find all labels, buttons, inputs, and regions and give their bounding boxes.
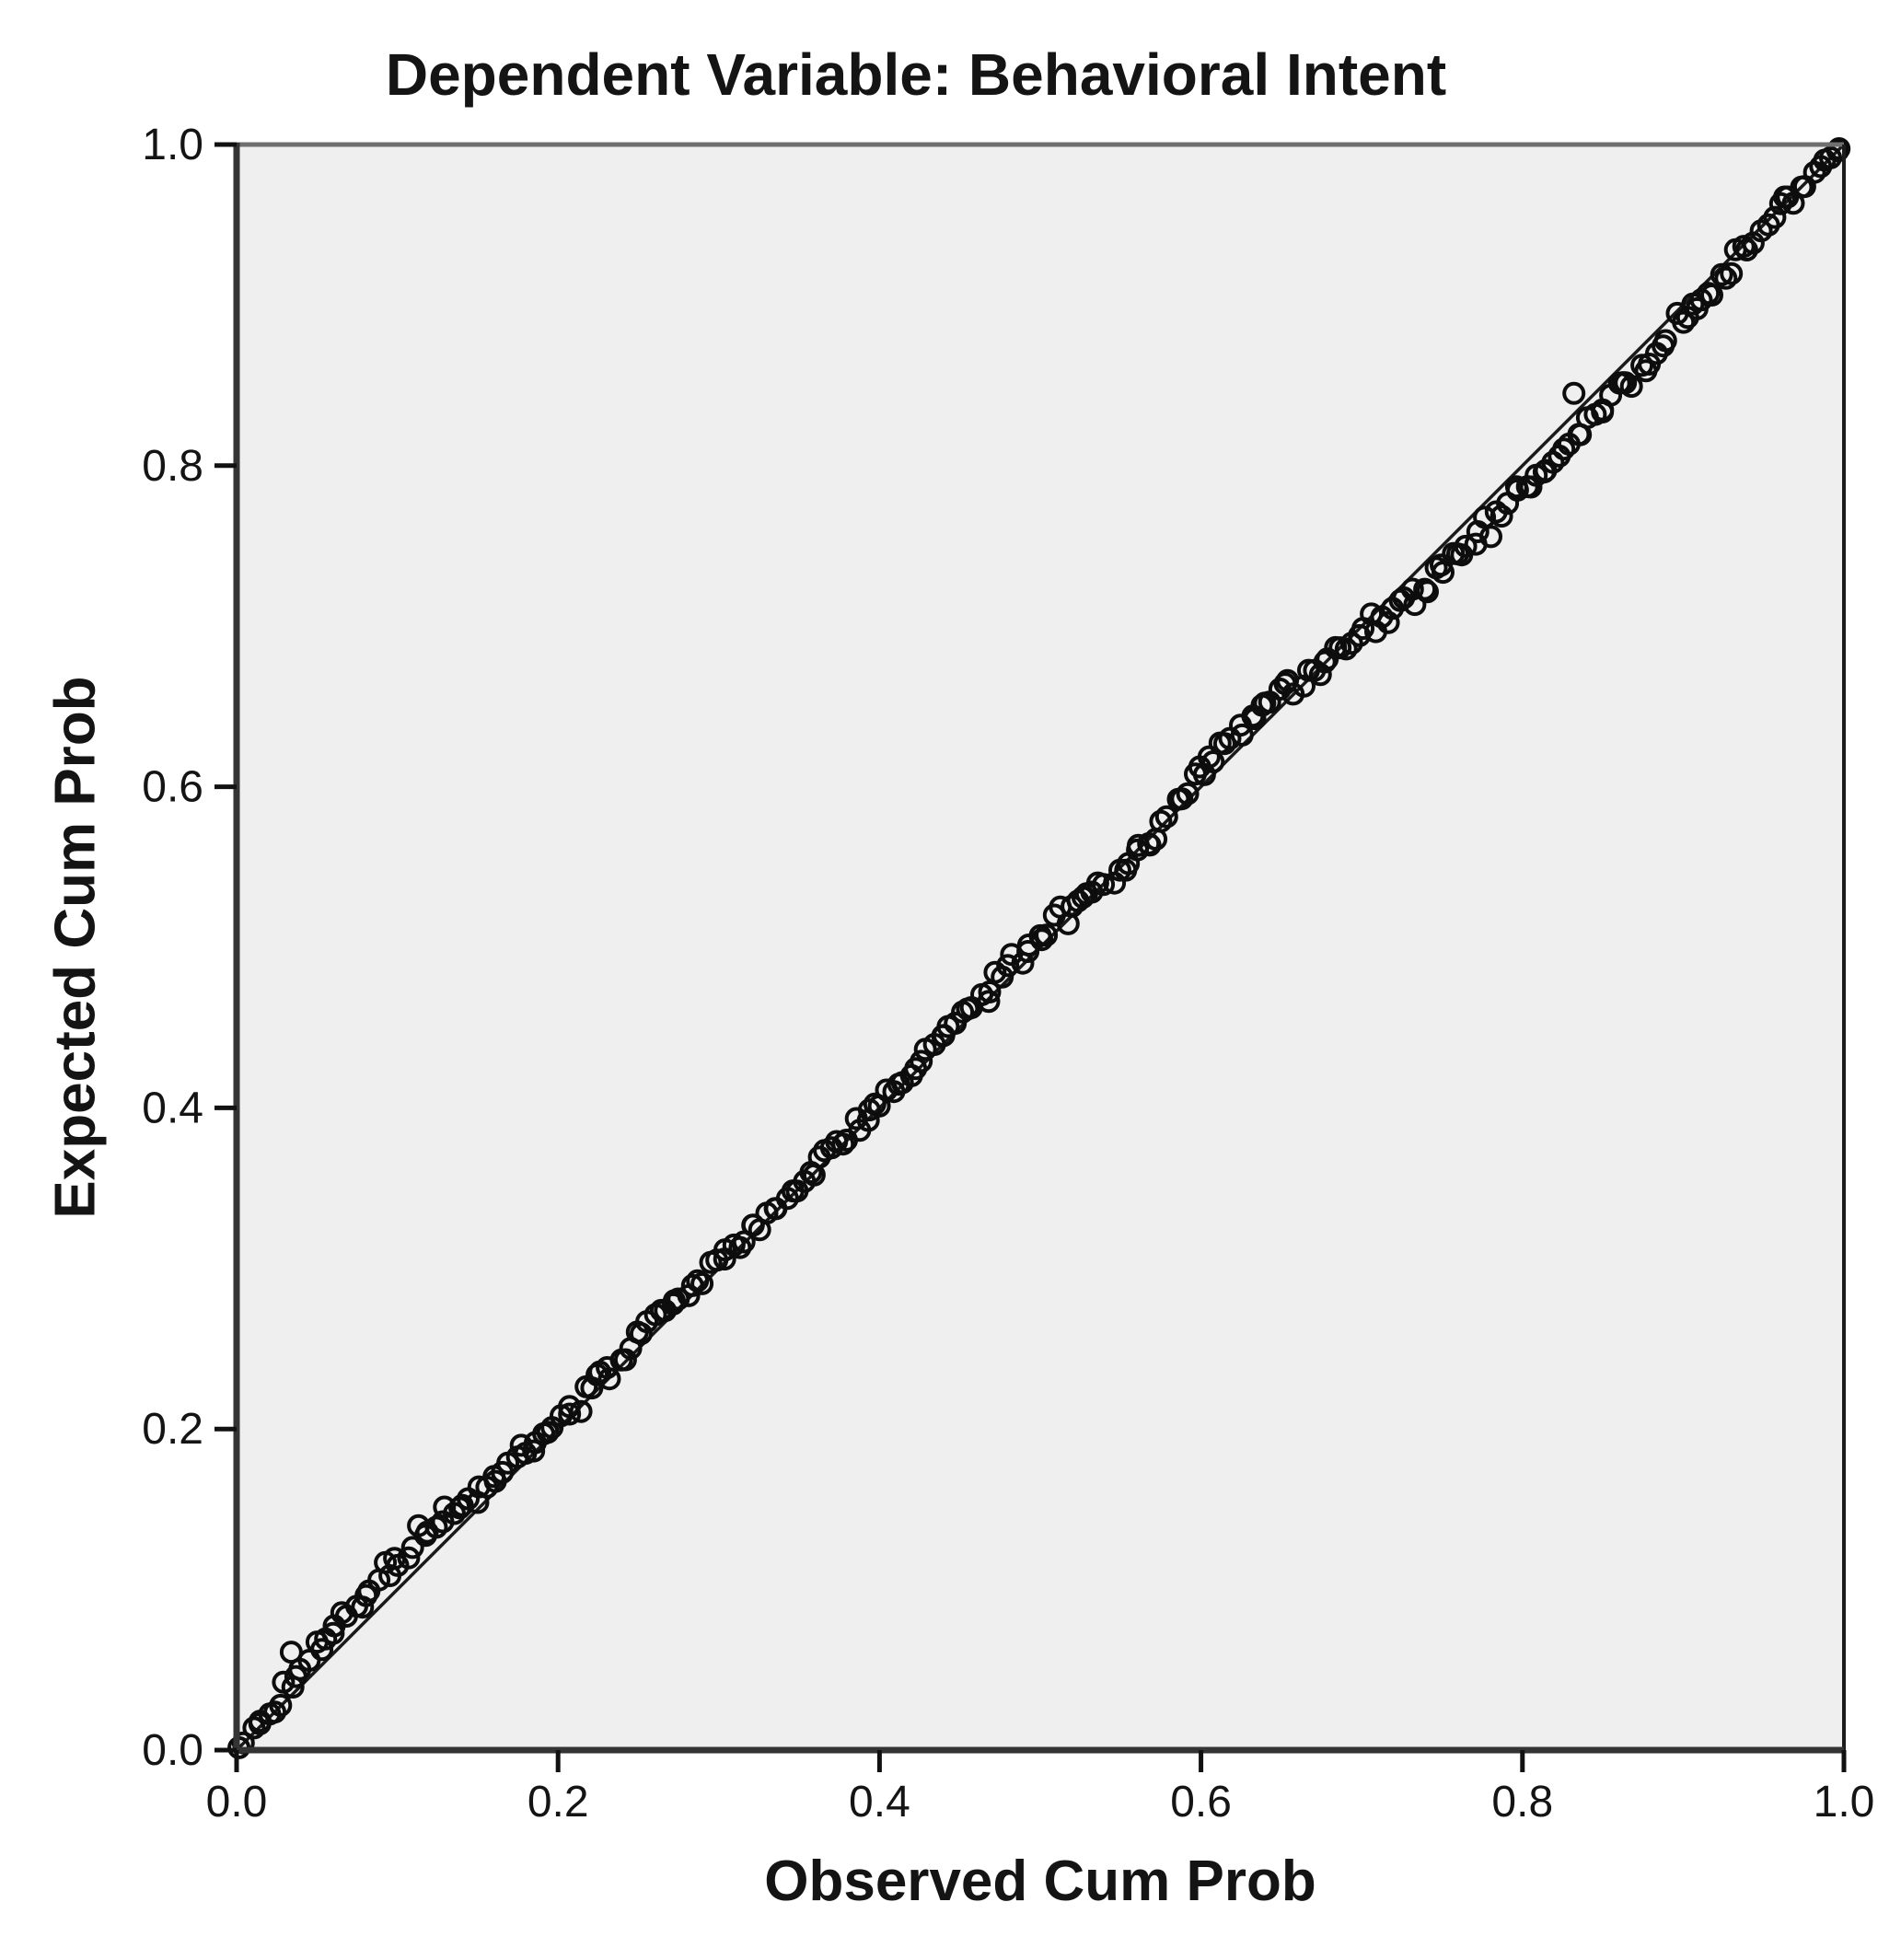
- svg-text:0.4: 0.4: [849, 1778, 910, 1827]
- svg-text:1.0: 1.0: [1814, 1778, 1875, 1827]
- axis-ticks-and-labels: 0.0 0.2 0.4 0.6 0.8 1.0 0.0 0.2 0.4 0.6 0.8 1.0: [142, 121, 1874, 1827]
- svg-text:0.2: 0.2: [142, 1405, 203, 1454]
- chart-title: Dependent Variable: Behavioral Intent: [385, 41, 1447, 108]
- svg-text:0.6: 0.6: [1170, 1778, 1232, 1827]
- svg-text:0.0: 0.0: [206, 1778, 268, 1827]
- svg-text:0.6: 0.6: [142, 763, 203, 812]
- x-axis-title: Observed Cum Prob: [764, 1850, 1316, 1913]
- svg-text:0.8: 0.8: [142, 442, 203, 491]
- svg-text:0.0: 0.0: [142, 1726, 203, 1775]
- svg-text:0.2: 0.2: [527, 1778, 589, 1827]
- pp-scatter-points: [227, 137, 1851, 1759]
- svg-text:0.8: 0.8: [1491, 1778, 1553, 1827]
- svg-text:1.0: 1.0: [142, 121, 203, 169]
- svg-text:0.4: 0.4: [142, 1084, 203, 1132]
